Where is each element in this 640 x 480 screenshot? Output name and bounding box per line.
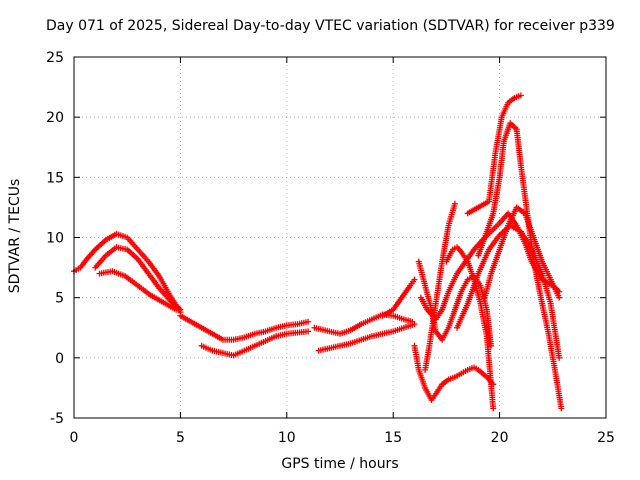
x-tick-label: 25 — [597, 430, 615, 446]
chart-title: Day 071 of 2025, Sidereal Day-to-day VTE… — [46, 18, 615, 34]
data-point — [558, 405, 565, 412]
y-tick-label: 15 — [46, 170, 64, 186]
data-point — [305, 328, 312, 335]
x-tick-label: 15 — [384, 430, 402, 446]
data-point — [556, 294, 563, 301]
x-axis-label: GPS time / hours — [281, 456, 399, 472]
y-tick-label: 0 — [55, 351, 64, 367]
grid-lines — [74, 57, 606, 418]
x-tick-label: 5 — [176, 430, 185, 446]
x-tick-label: 0 — [70, 430, 79, 446]
y-tick-label: 10 — [46, 231, 64, 247]
data-point — [305, 318, 312, 325]
data-point — [411, 276, 418, 283]
x-tick-label: 20 — [491, 430, 509, 446]
data-point — [488, 342, 495, 349]
axis-ticks: 0 5 10 15 20 25 -5 0 5 10 15 20 25 — [46, 50, 615, 446]
data-point — [173, 306, 180, 313]
data-point — [411, 321, 418, 328]
data-point — [451, 200, 458, 207]
data-point — [556, 354, 563, 361]
y-tick-label: 25 — [46, 50, 64, 66]
data-points — [71, 92, 565, 412]
y-tick-label: 20 — [46, 110, 64, 126]
x-tick-label: 10 — [278, 430, 296, 446]
data-point — [490, 405, 497, 412]
data-point — [517, 92, 524, 99]
y-tick-label: 5 — [55, 291, 64, 307]
y-tick-label: -5 — [50, 411, 64, 427]
